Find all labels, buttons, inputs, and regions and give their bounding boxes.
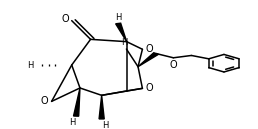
Text: H: H — [121, 38, 127, 47]
Text: H: H — [115, 13, 121, 22]
Text: O: O — [170, 60, 177, 70]
Text: H: H — [69, 118, 75, 127]
Polygon shape — [74, 88, 80, 116]
Text: O: O — [40, 96, 48, 106]
Text: O: O — [145, 83, 153, 93]
Text: H: H — [27, 61, 33, 70]
Text: H: H — [102, 121, 109, 129]
Text: O: O — [61, 14, 69, 24]
Polygon shape — [116, 23, 127, 42]
Polygon shape — [138, 53, 158, 67]
Text: O: O — [145, 44, 153, 54]
Polygon shape — [99, 95, 104, 119]
